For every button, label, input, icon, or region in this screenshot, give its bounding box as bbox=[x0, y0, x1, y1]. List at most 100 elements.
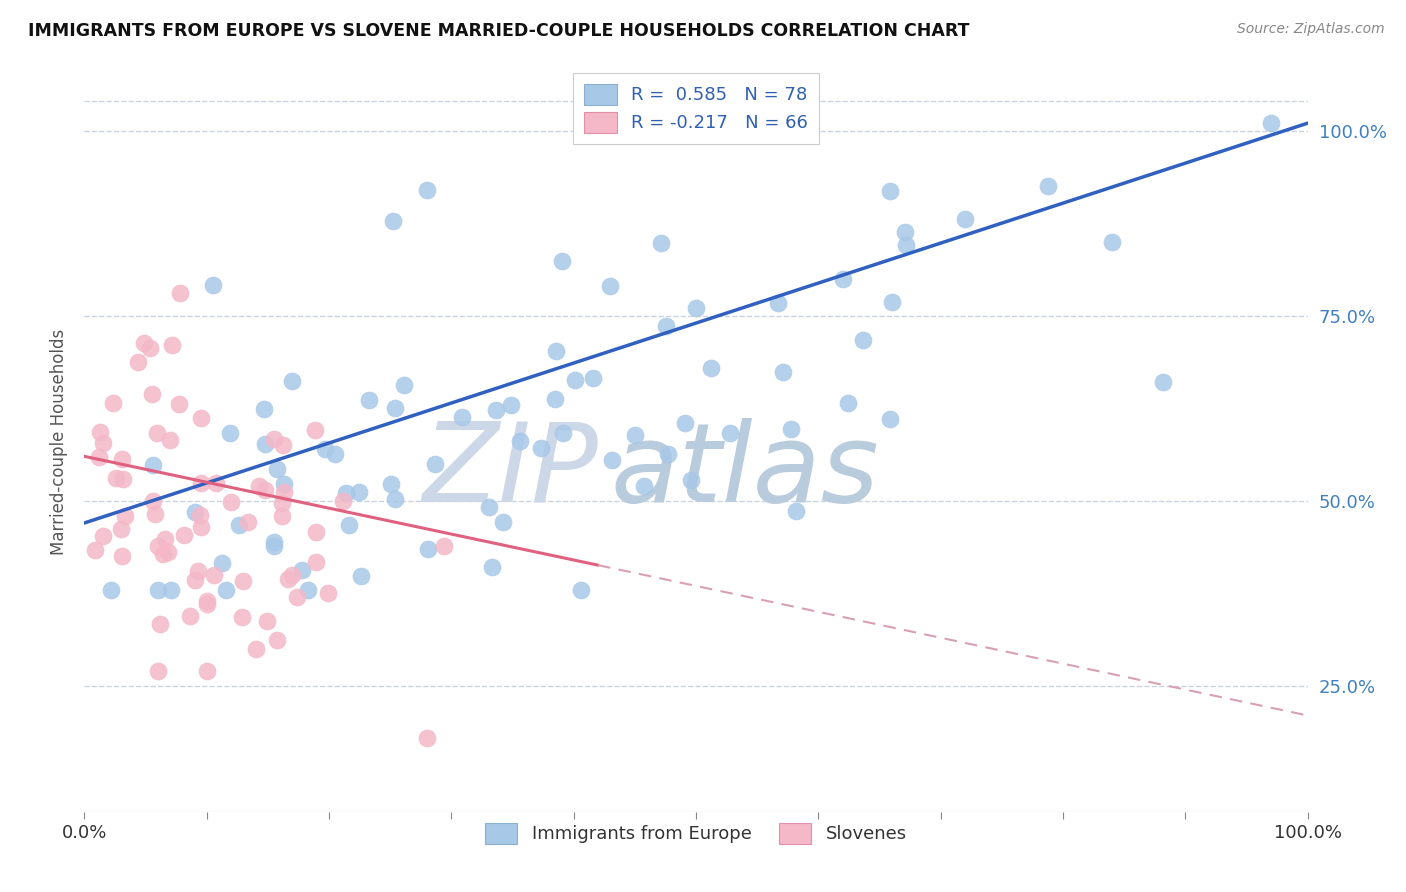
Point bbox=[772, 365, 794, 379]
Point bbox=[195, 598, 218, 612]
Point bbox=[89, 450, 111, 464]
Point bbox=[141, 387, 163, 401]
Point bbox=[499, 398, 522, 412]
Point bbox=[179, 609, 201, 624]
Point bbox=[146, 664, 169, 678]
Point bbox=[325, 448, 347, 462]
Point bbox=[879, 184, 901, 198]
Point bbox=[184, 505, 207, 519]
Point bbox=[219, 425, 242, 440]
Point bbox=[105, 471, 128, 485]
Point bbox=[384, 492, 406, 507]
Point bbox=[314, 442, 336, 456]
Text: IMMIGRANTS FROM EUROPE VS SLOVENE MARRIED-COUPLE HOUSEHOLDS CORRELATION CHART: IMMIGRANTS FROM EUROPE VS SLOVENE MARRIE… bbox=[28, 22, 970, 40]
Point bbox=[146, 582, 169, 597]
Point bbox=[253, 483, 276, 497]
Point bbox=[187, 564, 209, 578]
Point bbox=[263, 432, 285, 446]
Point bbox=[271, 509, 294, 524]
Point bbox=[837, 395, 859, 409]
Text: ZIP: ZIP bbox=[422, 417, 598, 524]
Point bbox=[202, 567, 225, 582]
Point bbox=[247, 479, 270, 493]
Point bbox=[700, 360, 723, 375]
Point bbox=[111, 472, 134, 486]
Point bbox=[852, 333, 875, 347]
Point bbox=[238, 515, 260, 529]
Point bbox=[245, 641, 267, 656]
Point bbox=[416, 731, 439, 745]
Point bbox=[359, 393, 381, 408]
Point bbox=[485, 403, 508, 417]
Point bbox=[149, 617, 172, 632]
Point bbox=[91, 529, 114, 543]
Point bbox=[780, 421, 803, 435]
Point bbox=[894, 238, 917, 252]
Point bbox=[201, 278, 224, 293]
Point bbox=[266, 462, 288, 476]
Point bbox=[553, 425, 575, 440]
Point bbox=[271, 496, 294, 510]
Point bbox=[380, 477, 402, 491]
Point bbox=[281, 567, 304, 582]
Point bbox=[478, 500, 501, 514]
Point bbox=[880, 294, 903, 309]
Point bbox=[184, 573, 207, 587]
Point bbox=[146, 425, 169, 440]
Point bbox=[785, 504, 807, 518]
Point bbox=[582, 370, 605, 384]
Point bbox=[253, 436, 276, 450]
Point bbox=[599, 279, 621, 293]
Point bbox=[655, 319, 678, 334]
Point bbox=[215, 582, 238, 597]
Point bbox=[879, 412, 901, 426]
Point bbox=[162, 338, 184, 352]
Point bbox=[111, 452, 134, 467]
Point bbox=[127, 355, 149, 369]
Point bbox=[167, 397, 190, 411]
Point bbox=[232, 574, 254, 589]
Point bbox=[263, 534, 285, 549]
Point bbox=[271, 438, 294, 452]
Point bbox=[685, 301, 707, 316]
Point bbox=[273, 485, 295, 500]
Point bbox=[381, 214, 404, 228]
Point bbox=[893, 225, 915, 239]
Point bbox=[160, 582, 183, 597]
Point bbox=[152, 547, 174, 561]
Point bbox=[100, 582, 122, 597]
Point bbox=[277, 572, 299, 586]
Point bbox=[1101, 235, 1123, 249]
Point bbox=[297, 582, 319, 597]
Point bbox=[394, 378, 416, 392]
Point bbox=[633, 479, 655, 493]
Point bbox=[551, 254, 574, 268]
Point bbox=[544, 343, 567, 358]
Point bbox=[423, 457, 446, 471]
Point bbox=[1152, 375, 1174, 389]
Point bbox=[304, 555, 326, 569]
Point bbox=[416, 541, 439, 556]
Point bbox=[305, 525, 328, 540]
Point bbox=[190, 519, 212, 533]
Point bbox=[190, 476, 212, 491]
Point bbox=[564, 373, 586, 387]
Point bbox=[231, 610, 253, 624]
Point bbox=[433, 540, 456, 554]
Point bbox=[253, 402, 276, 417]
Point bbox=[256, 614, 278, 628]
Point bbox=[953, 212, 976, 227]
Point bbox=[195, 593, 218, 607]
Point bbox=[569, 582, 592, 597]
Point bbox=[153, 532, 176, 546]
Point bbox=[84, 543, 107, 558]
Point bbox=[492, 515, 515, 529]
Point bbox=[89, 425, 111, 440]
Point bbox=[831, 271, 853, 285]
Point bbox=[111, 549, 134, 563]
Point bbox=[157, 545, 180, 559]
Point bbox=[101, 395, 124, 409]
Point bbox=[169, 286, 191, 301]
Point bbox=[650, 236, 672, 251]
Point bbox=[530, 441, 553, 455]
